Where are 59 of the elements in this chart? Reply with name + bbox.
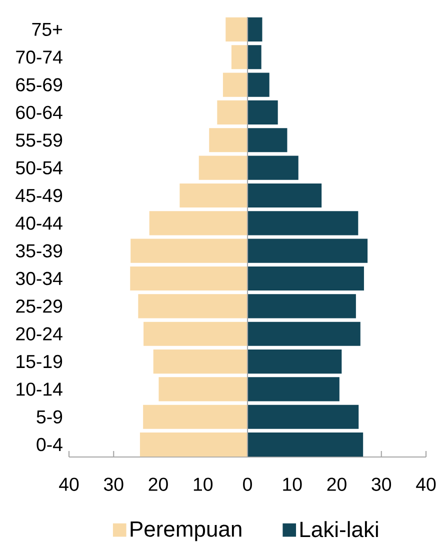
x-tick-label: 30 <box>372 478 392 491</box>
bar <box>158 377 248 402</box>
bar <box>180 183 248 208</box>
bar <box>248 156 298 180</box>
y-tick-label: 65-69 <box>16 78 62 92</box>
bar <box>248 100 278 125</box>
x-tick-label: 20 <box>148 478 168 491</box>
bar <box>144 322 248 346</box>
y-tick-label: 25-29 <box>16 300 62 313</box>
bar <box>130 266 248 291</box>
x-tick-label: 40 <box>416 478 436 491</box>
bar <box>248 211 358 236</box>
bar <box>231 45 248 70</box>
bar <box>209 128 248 152</box>
bar <box>248 45 262 70</box>
bar <box>130 238 248 263</box>
x-tick-label: 10 <box>283 478 302 491</box>
y-tick-label: 40-44 <box>16 216 62 230</box>
bar <box>143 404 248 429</box>
y-tick-label: 75+ <box>32 22 62 36</box>
bar <box>198 156 248 180</box>
bar <box>248 266 364 291</box>
y-tick-label: 35-39 <box>16 244 62 258</box>
y-tick-label: 0-4 <box>36 438 62 452</box>
x-tick-label: 40 <box>59 478 79 491</box>
bar <box>248 72 270 97</box>
bar <box>138 294 248 318</box>
legend-label: Laki-laki <box>300 521 378 538</box>
bar <box>153 349 248 374</box>
bar <box>140 432 248 457</box>
bar <box>248 238 368 263</box>
bar <box>222 72 248 97</box>
y-tick-label: 60-64 <box>16 106 62 120</box>
bar <box>248 183 322 208</box>
x-tick-label: 0 <box>243 478 252 491</box>
bar <box>248 128 288 152</box>
x-tick-label: 10 <box>194 478 213 491</box>
y-tick-label: 55-59 <box>16 134 62 147</box>
bar <box>149 211 248 236</box>
bar <box>248 322 360 346</box>
y-tick-label: 5-9 <box>36 410 62 424</box>
legend-label: Perempuan <box>130 521 242 542</box>
bar <box>248 377 340 402</box>
bar <box>248 404 359 429</box>
bar <box>248 349 342 374</box>
bar <box>248 294 356 318</box>
y-tick-label: 10-14 <box>16 382 62 396</box>
bar <box>248 432 364 457</box>
bar <box>226 17 248 42</box>
y-tick-label: 30-34 <box>16 272 62 286</box>
x-tick-label: 20 <box>327 478 346 491</box>
y-tick-label: 45-49 <box>16 188 62 202</box>
bar <box>248 17 262 42</box>
y-tick-label: 20-24 <box>16 327 62 340</box>
x-tick-label: 30 <box>104 478 124 491</box>
y-tick-label: 15-19 <box>16 354 62 368</box>
y-tick-label: 50-54 <box>16 161 62 174</box>
bar <box>217 100 248 125</box>
y-tick-label: 70-74 <box>16 50 62 64</box>
